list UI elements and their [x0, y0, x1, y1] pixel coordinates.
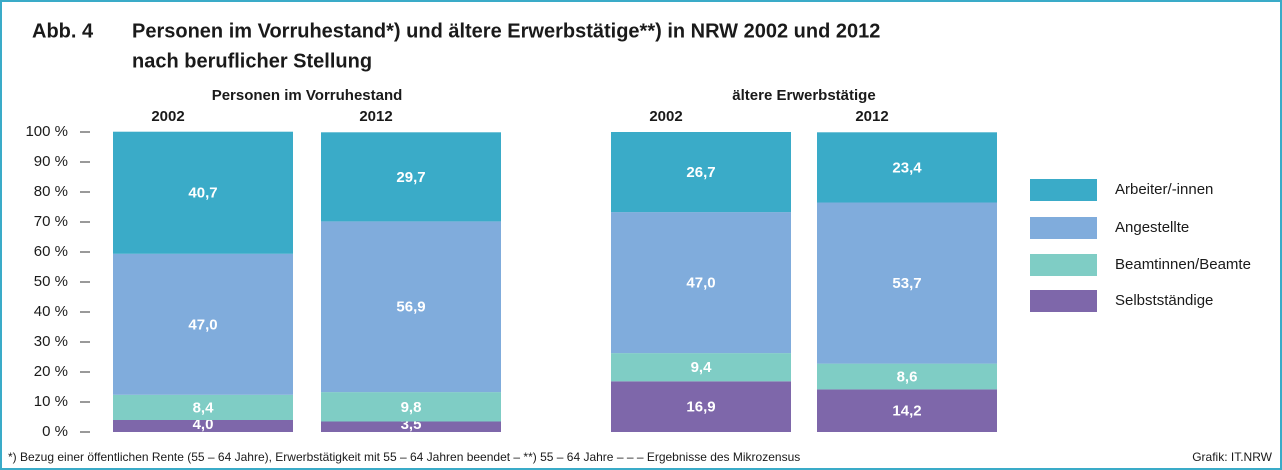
- legend-swatch: [1030, 254, 1097, 276]
- legend-label: Beamtinnen/Beamte: [1115, 256, 1251, 273]
- legend-label: Angestellte: [1115, 219, 1189, 236]
- value-label: 29,7: [396, 169, 425, 186]
- y-tick-label: 70 %: [34, 213, 68, 230]
- group-label: ältere Erwerbstätige: [732, 87, 875, 104]
- chart-title-number: Abb. 4: [32, 20, 94, 42]
- value-label: 14,2: [892, 403, 921, 420]
- x-tick-label: 2012: [855, 108, 888, 125]
- y-tick-label: 100 %: [25, 123, 68, 140]
- legend-swatch: [1030, 179, 1097, 201]
- value-label: 8,4: [193, 399, 215, 416]
- y-tick-label: 80 %: [34, 183, 68, 200]
- value-label: 4,0: [193, 416, 214, 433]
- bar-segment: [817, 363, 997, 390]
- bar-segment: [611, 353, 791, 382]
- bar-segment: [611, 212, 791, 354]
- bar-segment: [321, 392, 501, 422]
- footnote: *) Bezug einer öffentlichen Rente (55 – …: [8, 450, 800, 464]
- value-label: 53,7: [892, 275, 921, 292]
- y-tick-label: 10 %: [34, 393, 68, 410]
- x-tick-label: 2002: [151, 108, 184, 125]
- chart-title: Personen im Vorruhestand*) und ältere Er…: [132, 20, 880, 42]
- y-tick-label: 60 %: [34, 243, 68, 260]
- bar-segment: [611, 132, 791, 213]
- legend-swatch: [1030, 290, 1097, 312]
- source: Grafik: IT.NRW: [1192, 450, 1272, 464]
- y-tick-label: 20 %: [34, 363, 68, 380]
- bar-segment: [817, 389, 997, 432]
- bar-segment: [321, 221, 501, 393]
- value-label: 47,0: [188, 316, 217, 333]
- value-label: 16,9: [686, 399, 715, 416]
- chart-title: nach beruflicher Stellung: [132, 50, 372, 72]
- y-tick-label: 40 %: [34, 303, 68, 320]
- group-label: Personen im Vorruhestand: [212, 87, 403, 104]
- value-label: 8,6: [897, 368, 918, 385]
- value-label: 40,7: [188, 185, 217, 202]
- bar-segment: [817, 202, 997, 364]
- value-label: 47,0: [686, 275, 715, 292]
- value-label: 56,9: [396, 299, 425, 316]
- y-tick-label: 0 %: [42, 423, 68, 440]
- bar-segment: [113, 131, 293, 254]
- legend-label: Arbeiter/-innen: [1115, 181, 1213, 198]
- x-tick-label: 2012: [359, 108, 392, 125]
- value-label: 23,4: [892, 159, 922, 176]
- bar-segment: [113, 394, 293, 420]
- legend-swatch: [1030, 217, 1097, 239]
- bar-segment: [611, 381, 791, 432]
- bar-segment: [113, 420, 293, 432]
- value-label: 9,8: [401, 399, 422, 416]
- value-label: 26,7: [686, 164, 715, 181]
- bar-segment: [113, 253, 293, 395]
- bar-segment: [321, 132, 501, 222]
- value-label: 9,4: [691, 359, 713, 376]
- y-tick-label: 90 %: [34, 153, 68, 170]
- y-tick-label: 30 %: [34, 333, 68, 350]
- bar-segment: [321, 421, 501, 432]
- legend-label: Selbstständige: [1115, 292, 1213, 309]
- bar-segment: [817, 132, 997, 203]
- y-tick-label: 50 %: [34, 273, 68, 290]
- x-tick-label: 2002: [649, 108, 682, 125]
